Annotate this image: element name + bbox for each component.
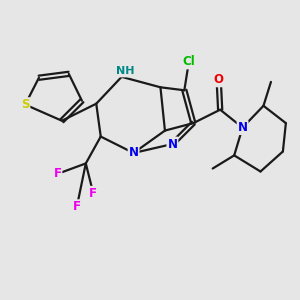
Text: NH: NH — [116, 67, 134, 76]
Text: N: N — [129, 146, 139, 160]
Text: F: F — [53, 167, 62, 180]
Text: N: N — [238, 121, 248, 134]
Text: F: F — [73, 200, 81, 213]
Text: F: F — [89, 187, 97, 200]
Text: O: O — [214, 73, 224, 86]
Text: Cl: Cl — [182, 56, 195, 68]
Text: N: N — [167, 137, 177, 151]
Text: S: S — [21, 98, 29, 111]
